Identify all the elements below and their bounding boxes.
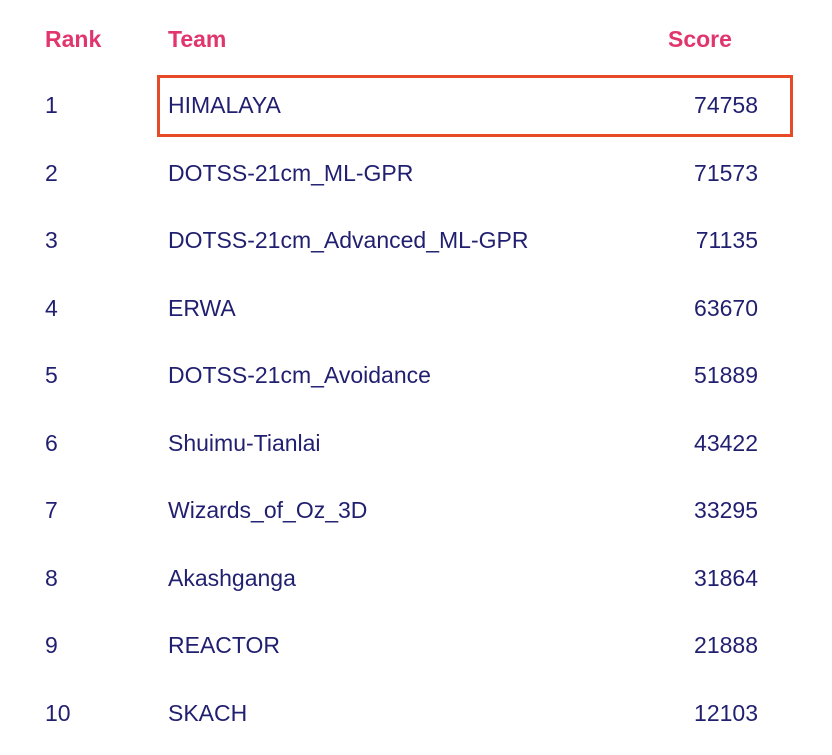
score-cell: 31864 bbox=[694, 564, 758, 591]
rank-cell: 1 bbox=[45, 92, 58, 119]
score-cell: 71135 bbox=[695, 227, 758, 254]
column-header-score: Score bbox=[668, 26, 732, 52]
table-row[interactable]: 2 DOTSS-21cm_ML-GPR 71573 bbox=[0, 140, 832, 208]
row-main: Shuimu-Tianlai 43422 bbox=[157, 412, 793, 474]
row-main: ERWA 63670 bbox=[157, 277, 793, 339]
score-cell: 51889 bbox=[694, 362, 758, 389]
table-header-row: Rank Team Score bbox=[0, 0, 832, 72]
row-main: DOTSS-21cm_ML-GPR 71573 bbox=[157, 142, 793, 204]
team-cell: DOTSS-21cm_Avoidance bbox=[168, 362, 431, 389]
table-row[interactable]: 6 Shuimu-Tianlai 43422 bbox=[0, 410, 832, 478]
rank-cell: 6 bbox=[45, 429, 58, 456]
table-row[interactable]: 5 DOTSS-21cm_Avoidance 51889 bbox=[0, 342, 832, 410]
score-cell: 12103 bbox=[694, 699, 758, 726]
score-cell: 71573 bbox=[694, 159, 758, 186]
rank-cell: 8 bbox=[45, 564, 58, 591]
team-cell: Akashganga bbox=[168, 564, 296, 591]
table-row[interactable]: 3 DOTSS-21cm_Advanced_ML-GPR 71135 bbox=[0, 207, 832, 275]
score-cell: 43422 bbox=[694, 429, 758, 456]
team-cell: DOTSS-21cm_ML-GPR bbox=[168, 159, 414, 186]
table-body: 1 HIMALAYA 74758 2 DOTSS-21cm_ML-GPR 715… bbox=[0, 72, 832, 747]
team-cell: SKACH bbox=[168, 699, 248, 726]
rank-cell: 2 bbox=[45, 159, 58, 186]
rank-cell: 5 bbox=[45, 362, 58, 389]
team-cell: Shuimu-Tianlai bbox=[168, 429, 321, 456]
score-cell: 33295 bbox=[694, 497, 758, 524]
table-row[interactable]: 8 Akashganga 31864 bbox=[0, 545, 832, 613]
row-main: DOTSS-21cm_Avoidance 51889 bbox=[157, 345, 793, 407]
team-cell: Wizards_of_Oz_3D bbox=[168, 497, 368, 524]
header-row-main: Team Score bbox=[157, 25, 793, 54]
row-highlight-border: HIMALAYA 74758 bbox=[157, 74, 793, 137]
row-main: Wizards_of_Oz_3D 33295 bbox=[157, 480, 793, 542]
row-main: REACTOR 21888 bbox=[157, 615, 793, 677]
row-main: SKACH 12103 bbox=[157, 682, 793, 744]
table-row[interactable]: 10 SKACH 12103 bbox=[0, 680, 832, 748]
rank-cell: 7 bbox=[45, 497, 58, 524]
score-cell: 63670 bbox=[694, 294, 758, 321]
team-cell: HIMALAYA bbox=[168, 92, 281, 119]
team-cell: ERWA bbox=[168, 294, 236, 321]
table-row[interactable]: 1 HIMALAYA 74758 bbox=[0, 72, 832, 140]
rank-cell: 3 bbox=[45, 227, 58, 254]
score-cell: 21888 bbox=[694, 632, 758, 659]
table-row[interactable]: 7 Wizards_of_Oz_3D 33295 bbox=[0, 477, 832, 545]
row-main: DOTSS-21cm_Advanced_ML-GPR 71135 bbox=[157, 210, 793, 272]
table-row[interactable]: 4 ERWA 63670 bbox=[0, 275, 832, 343]
team-cell: REACTOR bbox=[168, 632, 281, 659]
row-main: Akashganga 31864 bbox=[157, 547, 793, 609]
table-row[interactable]: 9 REACTOR 21888 bbox=[0, 612, 832, 680]
team-cell: DOTSS-21cm_Advanced_ML-GPR bbox=[168, 227, 529, 254]
rank-cell: 4 bbox=[45, 294, 58, 321]
rank-cell: 10 bbox=[45, 699, 71, 726]
rank-cell: 9 bbox=[45, 632, 58, 659]
score-cell: 74758 bbox=[694, 92, 758, 119]
column-header-rank: Rank bbox=[45, 26, 102, 52]
column-header-team: Team bbox=[168, 26, 227, 52]
